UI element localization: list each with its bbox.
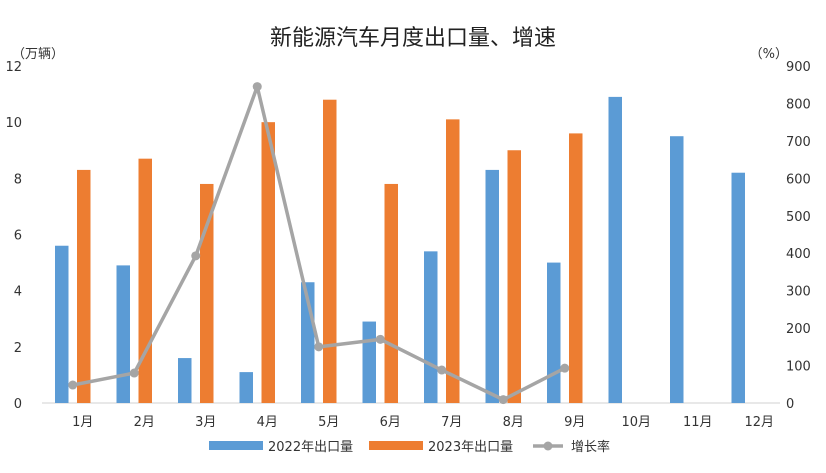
bar-2022: [362, 321, 376, 403]
bar-2022: [670, 136, 684, 404]
category-label: 4月: [257, 415, 278, 430]
bar-2023: [446, 119, 460, 403]
bar-2022: [731, 172, 745, 403]
bar-2023: [569, 133, 583, 403]
chart-title: 新能源汽车月度出口量、增速: [270, 26, 556, 51]
category-label: 9月: [564, 415, 585, 430]
right-tick-label: 800: [786, 97, 811, 112]
right-tick-label: 900: [786, 60, 811, 75]
category-label: 7月: [441, 415, 462, 430]
right-axis-ticks: 0 100 200 300 400 500 600 700 800 900: [786, 60, 811, 412]
bar-2022: [116, 265, 130, 403]
left-tick-label: 8: [14, 172, 22, 187]
category-label: 1月: [72, 415, 93, 430]
category-label: 3月: [195, 415, 216, 430]
right-tick-label: 400: [786, 247, 811, 262]
left-tick-label: 10: [5, 116, 22, 131]
legend-swatch: [209, 441, 263, 450]
category-labels: 1月 2月 3月 4月 5月 6月 7月 8月 9月 10月 11月 12月: [72, 415, 774, 430]
right-tick-label: 100: [786, 360, 811, 375]
growth-rate-point: [375, 334, 385, 344]
growth-rate-point: [252, 82, 262, 92]
right-tick-label: 300: [786, 285, 811, 300]
bar-2023: [77, 169, 91, 403]
right-tick-label: 0: [786, 397, 794, 412]
category-label: 12月: [744, 415, 774, 430]
legend-swatch-marker: [543, 441, 553, 451]
left-tick-label: 4: [14, 285, 22, 300]
bar-2023: [384, 183, 398, 403]
right-tick-label: 200: [786, 322, 811, 337]
legend-swatch: [369, 441, 423, 450]
bar-2022: [178, 358, 192, 403]
growth-rate-point: [560, 363, 570, 373]
bar-2022: [485, 169, 499, 403]
legend-label: 2023年出口量: [428, 440, 513, 455]
left-tick-label: 0: [14, 397, 22, 412]
bar-2022: [239, 372, 253, 403]
growth-rate-point: [437, 365, 447, 375]
growth-rate-point: [314, 342, 324, 352]
left-axis-ticks: 0 2 4 6 8 10 12: [5, 60, 22, 412]
right-tick-label: 700: [786, 135, 811, 150]
bar-2023: [323, 99, 337, 403]
left-tick-label: 2: [14, 341, 22, 356]
growth-rate-point: [498, 395, 508, 405]
bar-2022: [424, 251, 438, 403]
category-label: 5月: [318, 415, 339, 430]
legend: 2022年出口量 2023年出口量 增长率: [209, 439, 610, 455]
category-label: 10月: [621, 415, 651, 430]
bar-2022: [547, 262, 561, 403]
right-axis-unit: （%）: [750, 47, 788, 62]
growth-rate-point: [129, 368, 139, 378]
growth-rate-point: [68, 380, 78, 390]
bar-2022: [55, 245, 69, 403]
growth-rate-point: [191, 251, 201, 261]
left-tick-label: 12: [5, 60, 22, 75]
bar-2023: [138, 158, 152, 403]
legend-label: 2022年出口量: [268, 440, 353, 455]
category-label: 6月: [380, 415, 401, 430]
legend-label: 增长率: [571, 439, 610, 455]
bar-2023: [261, 122, 275, 404]
right-tick-label: 600: [786, 172, 811, 187]
category-label: 2月: [134, 415, 155, 430]
left-axis-unit: （万辆）: [12, 47, 64, 62]
bar-2023: [507, 150, 521, 403]
category-label: 11月: [683, 415, 713, 430]
right-tick-label: 500: [786, 210, 811, 225]
bars-layer: [55, 96, 745, 404]
bar-2022: [608, 96, 622, 404]
category-label: 8月: [503, 415, 524, 430]
line-layer: [68, 82, 570, 405]
left-tick-label: 6: [14, 229, 22, 244]
